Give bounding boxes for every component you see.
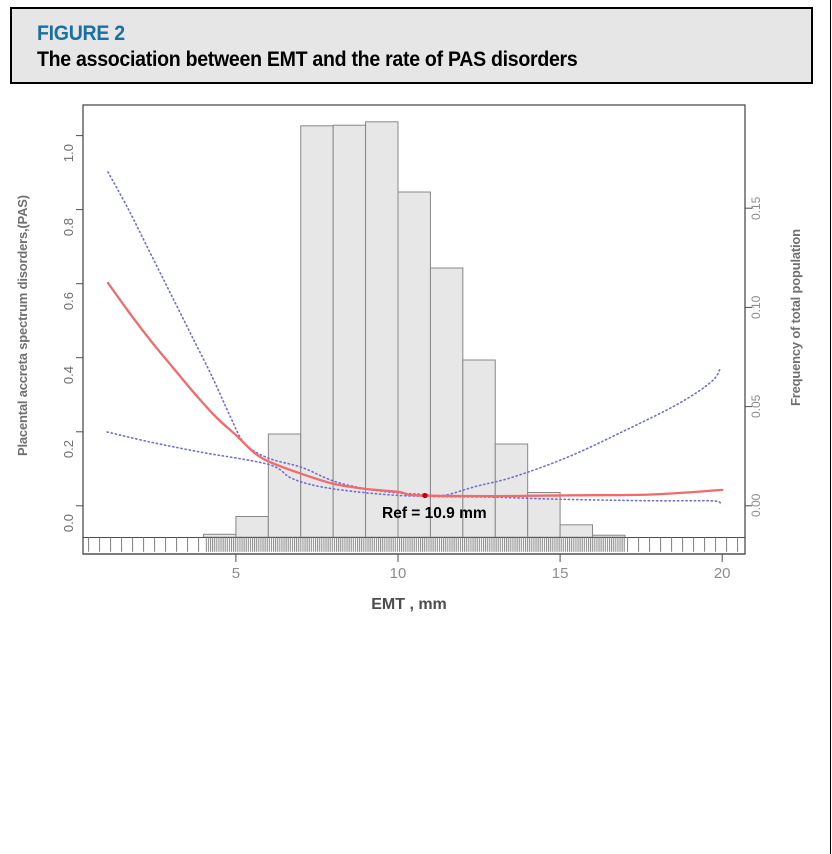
svg-text:5: 5 [232, 565, 240, 582]
svg-text:Frequency of total population: Frequency of total population [788, 229, 803, 406]
svg-text:0.6: 0.6 [61, 292, 76, 310]
svg-text:EMT , mm: EMT , mm [371, 596, 447, 613]
svg-text:0.15: 0.15 [749, 196, 763, 220]
svg-text:Placental accreta spectrum dis: Placental accreta spectrum disorders,(PA… [15, 195, 30, 456]
svg-text:0.2: 0.2 [61, 440, 76, 458]
svg-text:10: 10 [390, 565, 407, 582]
svg-text:1.0: 1.0 [61, 144, 76, 162]
svg-text:0.10: 0.10 [749, 295, 763, 319]
svg-text:0.00: 0.00 [749, 493, 763, 517]
svg-text:15: 15 [552, 565, 569, 582]
svg-text:0.4: 0.4 [61, 366, 76, 384]
svg-text:20: 20 [714, 565, 731, 582]
svg-text:0.05: 0.05 [749, 394, 763, 418]
svg-text:0.8: 0.8 [61, 218, 76, 236]
svg-text:Ref = 10.9 mm: Ref = 10.9 mm [382, 505, 487, 522]
svg-text:0.0: 0.0 [61, 514, 76, 532]
